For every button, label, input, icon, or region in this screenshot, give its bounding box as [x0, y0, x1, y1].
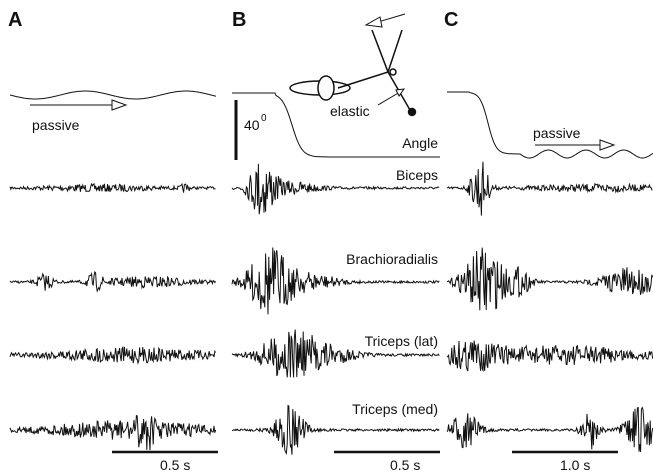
emg-trace: [231, 247, 440, 315]
angle-scale-superscript: 0: [261, 113, 267, 124]
emg-trace: [9, 271, 217, 293]
trace-label: Biceps: [396, 167, 438, 183]
emg-trace: [9, 182, 216, 193]
emg-trace: [446, 161, 653, 216]
time-scale-label: 0.5 s: [390, 457, 420, 473]
panel-label: B: [232, 9, 246, 31]
emg-trace: [231, 404, 440, 455]
trace-label: Triceps (lat): [365, 333, 438, 349]
panel-label: C: [444, 9, 458, 31]
time-scale-label: 1.0 s: [560, 457, 590, 473]
emg-trace: [231, 329, 440, 378]
angle-trace: [447, 91, 653, 159]
emg-trace: [231, 163, 440, 215]
panel-label: A: [8, 9, 22, 31]
angle-scale-label: 40: [244, 117, 260, 133]
annotation: elastic: [330, 103, 370, 119]
arrow: [30, 13, 616, 151]
angle-trace: [232, 92, 440, 158]
trace-label: Brachioradialis: [346, 251, 438, 267]
trace-label: Angle: [402, 135, 438, 151]
angle-trace: [9, 90, 217, 100]
trace-label: Triceps (med): [352, 401, 438, 417]
time-scale-label: 0.5 s: [160, 457, 190, 473]
emg-trace: [9, 345, 217, 365]
emg-trace: [9, 414, 217, 451]
annotation: passive: [533, 125, 581, 141]
emg-trace: [446, 247, 653, 311]
emg-trace: [446, 406, 653, 452]
annotation: passive: [32, 117, 80, 133]
emg-trace: [446, 340, 653, 373]
arm-diagram: [289, 29, 417, 117]
